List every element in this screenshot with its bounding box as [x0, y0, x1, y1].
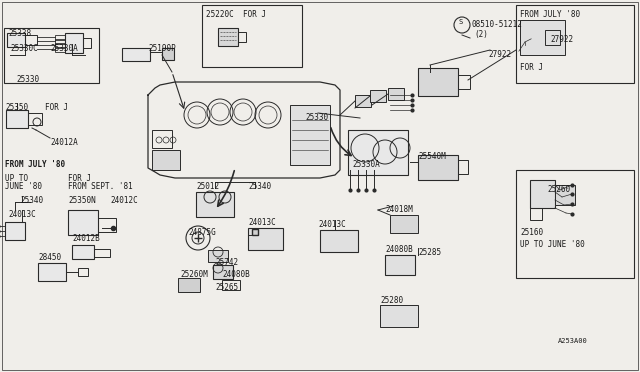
- Bar: [152, 130, 172, 148]
- Bar: [385, 255, 415, 275]
- Text: JUNE '80: JUNE '80: [5, 182, 42, 191]
- Bar: [178, 278, 200, 292]
- Text: 25190P: 25190P: [148, 44, 176, 53]
- Text: 25338: 25338: [8, 29, 31, 38]
- Bar: [55, 35, 65, 40]
- Text: 25340: 25340: [20, 196, 43, 205]
- Bar: [152, 150, 180, 170]
- Bar: [38, 263, 66, 281]
- Bar: [4, 28, 99, 83]
- Bar: [238, 32, 246, 42]
- Bar: [94, 249, 110, 257]
- Bar: [248, 228, 283, 250]
- Bar: [5, 222, 25, 240]
- Text: FOR J: FOR J: [520, 63, 543, 72]
- Bar: [458, 75, 470, 89]
- Bar: [213, 265, 233, 279]
- Bar: [418, 68, 458, 96]
- Text: 24080B: 24080B: [222, 270, 250, 279]
- Text: 25350: 25350: [5, 103, 28, 112]
- Text: UP TO: UP TO: [5, 174, 28, 183]
- Bar: [520, 20, 565, 55]
- Bar: [555, 185, 575, 205]
- Text: 24875G: 24875G: [188, 228, 216, 237]
- Text: 25330A: 25330A: [352, 160, 380, 169]
- Text: 25012: 25012: [196, 182, 219, 191]
- Text: 25285: 25285: [418, 248, 441, 257]
- Bar: [380, 305, 418, 327]
- Bar: [55, 43, 65, 48]
- Text: FROM SEPT. '81: FROM SEPT. '81: [68, 182, 132, 191]
- Text: FROM JULY '80: FROM JULY '80: [5, 160, 65, 169]
- Bar: [355, 95, 371, 107]
- Text: 25742: 25742: [215, 258, 238, 267]
- Text: 24013C: 24013C: [8, 210, 36, 219]
- Bar: [458, 160, 468, 174]
- Text: 24018M: 24018M: [385, 205, 413, 214]
- Bar: [290, 105, 330, 165]
- Bar: [55, 47, 65, 52]
- Text: 27922: 27922: [550, 35, 573, 44]
- Bar: [348, 130, 408, 175]
- Text: UP TO JUNE '80: UP TO JUNE '80: [520, 240, 585, 249]
- Text: 24012B: 24012B: [72, 234, 100, 243]
- Text: 25280: 25280: [380, 296, 403, 305]
- Bar: [72, 245, 94, 259]
- Text: S: S: [459, 19, 463, 25]
- Text: 28450: 28450: [38, 253, 61, 262]
- Bar: [162, 48, 174, 60]
- Bar: [516, 170, 634, 278]
- Text: 25350N: 25350N: [68, 196, 96, 205]
- Bar: [68, 210, 98, 235]
- Text: 24080B: 24080B: [385, 245, 413, 254]
- Bar: [208, 250, 228, 262]
- Bar: [202, 5, 302, 67]
- Bar: [98, 218, 116, 232]
- Bar: [370, 90, 386, 102]
- Text: FOR J: FOR J: [68, 174, 91, 183]
- Bar: [65, 33, 83, 53]
- Text: 25220C  FOR J: 25220C FOR J: [206, 10, 266, 19]
- Bar: [390, 215, 418, 233]
- Text: (2): (2): [474, 30, 488, 39]
- Text: 25265: 25265: [215, 283, 238, 292]
- Bar: [55, 39, 65, 44]
- Bar: [530, 180, 555, 208]
- Text: 25260M: 25260M: [180, 270, 208, 279]
- Bar: [6, 110, 28, 128]
- Bar: [418, 155, 458, 180]
- Text: A253A00: A253A00: [558, 338, 588, 344]
- Bar: [320, 230, 358, 252]
- Text: FROM JULY '80: FROM JULY '80: [520, 10, 580, 19]
- Text: 25260: 25260: [547, 185, 570, 194]
- Text: 24012A: 24012A: [50, 138, 77, 147]
- Text: 08510-51212: 08510-51212: [472, 20, 523, 29]
- Bar: [7, 33, 25, 47]
- Bar: [516, 5, 634, 83]
- Text: 24013C: 24013C: [318, 220, 346, 229]
- Bar: [25, 35, 37, 45]
- Text: FOR J: FOR J: [45, 103, 68, 112]
- Bar: [388, 88, 404, 100]
- Text: 25330A: 25330A: [50, 44, 77, 53]
- Bar: [530, 208, 542, 220]
- Text: 25330: 25330: [17, 75, 40, 84]
- Bar: [78, 268, 88, 276]
- Text: 24012C: 24012C: [110, 196, 138, 205]
- Bar: [122, 48, 150, 61]
- Text: 25330: 25330: [305, 113, 328, 122]
- Bar: [196, 192, 234, 217]
- Text: 25160: 25160: [520, 228, 543, 237]
- Bar: [28, 113, 42, 125]
- Bar: [545, 30, 560, 45]
- Bar: [83, 38, 91, 48]
- Bar: [222, 280, 240, 290]
- Text: 25330C: 25330C: [10, 44, 38, 53]
- Text: 25340: 25340: [248, 182, 271, 191]
- Bar: [218, 28, 238, 46]
- Text: 27922: 27922: [488, 50, 511, 59]
- Text: 25540M: 25540M: [418, 152, 445, 161]
- Text: 24013C: 24013C: [248, 218, 276, 227]
